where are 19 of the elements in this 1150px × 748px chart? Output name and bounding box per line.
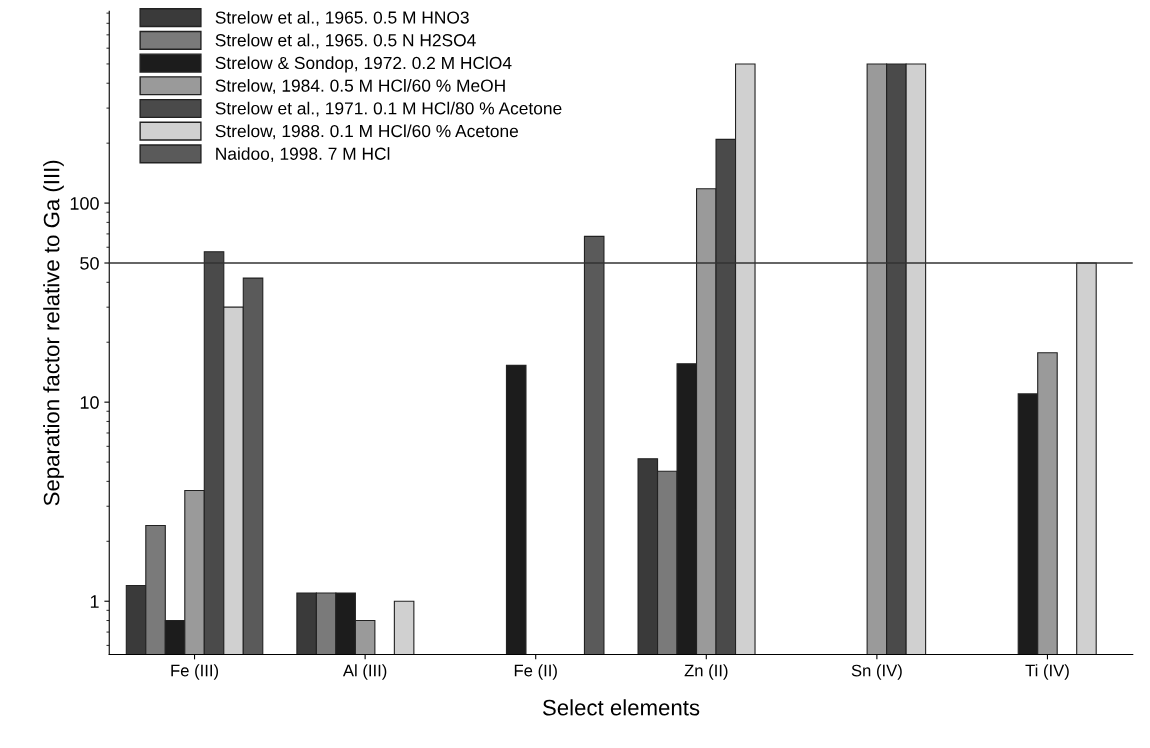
x-tick-label: Ti (IV) [1025,664,1069,680]
legend-label: Strelow, 1988. 0.1 M HCl/60 % Acetone [215,124,519,140]
y-tick-label: 1 [90,595,99,608]
legend-label: Strelow & Sondop, 1972. 0.2 M HClO4 [215,56,512,73]
legend-label: Strelow et al., 1971. 0.1 M HCl/80 % Acetone [215,101,562,117]
y-axis-title: Separation factor relative to Ga (III) [43,160,64,506]
legend-label: Strelow, 1984. 0.5 M HCl/60 % MeOH [215,79,505,94]
legend-label: Strelow et al., 1965. 0.5 M HNO3 [215,10,469,26]
legend-label: Strelow et al., 1965. 0.5 N H2SO4 [215,33,476,49]
y-tick-label: 10 [80,396,99,409]
x-tick-label: Sn (IV) [851,664,902,680]
x-tick-label: Al (III) [342,664,387,680]
y-tick-label: 50 [80,256,99,270]
x-tick-label: Fe (III) [171,664,219,680]
y-tick-label: 100 [70,197,99,210]
x-axis-title: Select elements [542,699,700,716]
legend-label: Naidoo, 1998. 7 M HCl [216,147,390,162]
x-tick-label: Fe (II) [514,664,557,680]
x-tick-label: Zn (II) [684,664,728,680]
